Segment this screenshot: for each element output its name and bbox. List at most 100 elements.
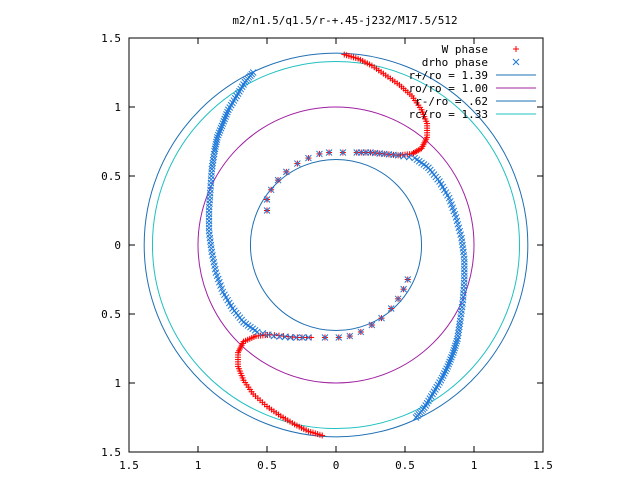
- data-point: [452, 340, 460, 347]
- x-tick-label: 1: [195, 459, 202, 472]
- data-point: [308, 334, 315, 341]
- data-point: [460, 258, 468, 266]
- data-point: [205, 207, 213, 214]
- data-point: [346, 332, 354, 340]
- data-point: [400, 285, 407, 293]
- x-tick-label: 0: [333, 459, 340, 472]
- axis-ticks: 1.5 1 0.5 0 0.5 1 1.51.510.500.511.5: [101, 32, 553, 472]
- chart-title: m2/n1.5/q1.5/r-+.45-j232/M17.5/512: [232, 14, 457, 27]
- data-point: [448, 353, 455, 361]
- data-point: [453, 337, 461, 345]
- data-point: [387, 305, 395, 312]
- data-point: [222, 113, 229, 121]
- data-point: [205, 224, 213, 232]
- x-tick-label: 1: [471, 459, 478, 472]
- data-point: [325, 149, 333, 156]
- data-point: [460, 262, 468, 270]
- data-point: [224, 108, 231, 116]
- data-point: [460, 272, 468, 280]
- data-point: [217, 124, 225, 132]
- data-point: [270, 332, 278, 340]
- data-point: [447, 356, 454, 363]
- y-tick-label: 1: [114, 101, 121, 114]
- x-tick-label: 0.5: [395, 459, 415, 472]
- data-point: [305, 334, 312, 341]
- data-point: [253, 328, 261, 336]
- data-point: [400, 152, 407, 160]
- data-point: [357, 328, 365, 336]
- data-point: [368, 321, 376, 329]
- data-point: [223, 111, 230, 118]
- legend-label: rc/ro = 1.33: [409, 108, 488, 121]
- y-tick-label: 1.5: [101, 32, 121, 45]
- reference-circle: [143, 52, 529, 438]
- data-point: [205, 220, 213, 228]
- y-tick-label: 0.5: [101, 170, 121, 183]
- data-point: [444, 363, 452, 370]
- data-point: [218, 122, 226, 130]
- data-point: [287, 334, 294, 341]
- data-point: [225, 106, 232, 114]
- data-point: [404, 276, 412, 283]
- legend-label: W phase: [442, 43, 488, 56]
- data-point: [274, 176, 282, 184]
- data-point: [339, 149, 347, 156]
- data-point: [299, 334, 306, 341]
- data-point: [411, 154, 419, 162]
- data-point: [316, 150, 323, 158]
- data-point: [293, 334, 300, 341]
- data-point: [282, 168, 290, 176]
- data-point: [259, 329, 267, 337]
- data-point: [450, 346, 458, 354]
- data-point: [221, 115, 229, 123]
- data-point: [276, 333, 283, 340]
- data-point: [460, 265, 468, 273]
- data-point: [267, 186, 275, 194]
- data-point: [452, 342, 459, 350]
- reference-circle: [249, 158, 423, 332]
- x-tick-label: 1.5: [533, 459, 553, 472]
- data-point: [281, 333, 289, 341]
- data-point: [513, 46, 519, 52]
- data-point: [445, 360, 453, 368]
- data-point: [460, 276, 468, 283]
- data-point: [294, 160, 301, 167]
- data-point: [265, 331, 272, 339]
- legend-label: ro/ro = 1.00: [409, 82, 488, 95]
- data-point: [405, 153, 413, 161]
- x-tick-label: 0.5: [257, 459, 277, 472]
- phase-points: [205, 46, 520, 439]
- y-tick-label: 0: [114, 239, 121, 252]
- data-point: [219, 120, 227, 127]
- data-point: [211, 145, 219, 153]
- data-point: [446, 358, 453, 366]
- data-point: [335, 334, 343, 341]
- data-point: [216, 127, 224, 134]
- data-point: [205, 214, 213, 221]
- reference-circles: [143, 52, 529, 438]
- data-point: [460, 269, 468, 276]
- data-point: [321, 334, 329, 341]
- reference-circle: [151, 60, 521, 430]
- data-point: [394, 295, 402, 303]
- y-tick-label: 0.5: [101, 308, 121, 321]
- data-point: [449, 349, 457, 356]
- x-tick-label: 1.5: [119, 459, 139, 472]
- data-point: [512, 58, 520, 66]
- data-point: [353, 149, 361, 156]
- data-point: [220, 117, 228, 125]
- data-point: [205, 210, 213, 218]
- y-tick-label: 1: [114, 377, 121, 390]
- data-point: [263, 207, 271, 214]
- data-point: [451, 344, 459, 352]
- legend-label: r-/ro = .62: [415, 95, 488, 108]
- data-point: [214, 131, 222, 139]
- data-point: [263, 196, 271, 203]
- y-tick-label: 1.5: [101, 446, 121, 459]
- legend-label: drho phase: [422, 56, 488, 69]
- data-point: [449, 351, 456, 359]
- data-point: [215, 129, 223, 137]
- reference-circle: [197, 106, 475, 384]
